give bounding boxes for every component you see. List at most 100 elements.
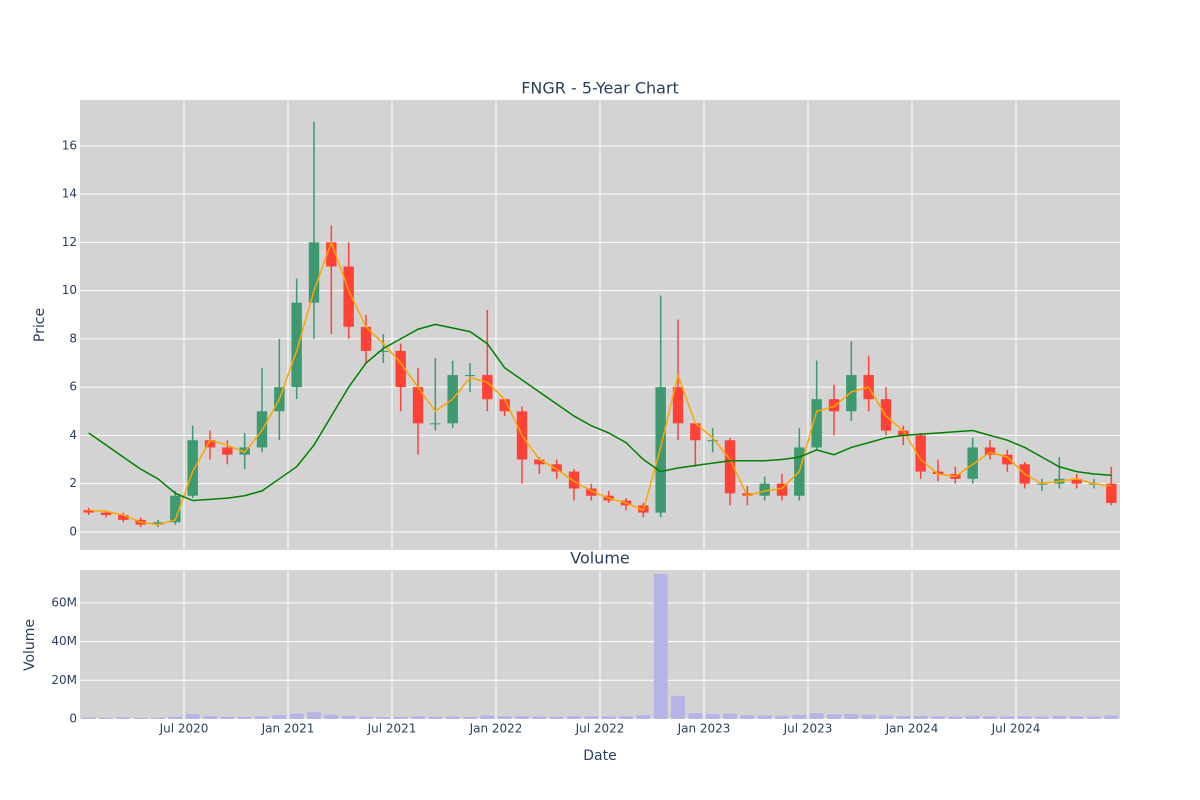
y-tick-label: 4 <box>69 428 77 442</box>
volume-bar <box>653 573 668 719</box>
volume-bar <box>1035 716 1049 719</box>
volume-bar <box>168 716 183 719</box>
y-tick-label: 0 <box>69 524 77 538</box>
y-tick-label: 2 <box>69 476 77 490</box>
volume-bar <box>237 717 252 719</box>
candle-body <box>83 510 94 513</box>
y-tick-label: 14 <box>62 187 77 201</box>
volume-bar <box>1000 716 1015 719</box>
volume-bar <box>255 716 269 719</box>
volume-bar <box>861 714 876 719</box>
volume-bar <box>99 717 113 719</box>
candle-body <box>586 488 597 496</box>
volume-bar <box>740 715 755 719</box>
volume-bar <box>532 716 547 719</box>
candle-body <box>499 399 510 412</box>
candle-body <box>551 464 562 472</box>
volume-bar <box>775 715 789 719</box>
volume-bar <box>272 715 287 719</box>
volume-bar <box>809 713 824 719</box>
volume-bar <box>584 716 599 719</box>
candle-body <box>811 399 822 448</box>
y-tick-label: 40M <box>51 634 77 648</box>
y-tick-label: 0 <box>69 712 77 726</box>
volume-bar <box>844 713 859 719</box>
candle-body <box>932 471 944 474</box>
y-axis-label: Price <box>32 308 48 342</box>
candle-body <box>690 423 701 441</box>
volume-bar <box>81 717 96 719</box>
volume-bar <box>1069 716 1084 719</box>
candle-body <box>118 515 129 520</box>
y-tick-label: 10 <box>62 283 77 297</box>
volume-bar <box>705 714 720 719</box>
candle-body <box>204 440 216 448</box>
candle-body <box>343 266 354 327</box>
volume-bar <box>619 716 633 719</box>
volume-bar <box>116 717 131 719</box>
candle-body <box>482 375 493 400</box>
volume-bar <box>948 716 963 719</box>
candle-body <box>464 375 476 377</box>
x-tick-label: Jul 2022 <box>575 722 625 736</box>
volume-title: Volume <box>570 549 630 568</box>
candle-body <box>187 440 198 496</box>
volume-bar <box>133 717 148 719</box>
volume-bar <box>913 715 928 719</box>
candle-body <box>1106 483 1117 503</box>
volume-bar <box>983 716 997 719</box>
volume-bar <box>1087 716 1101 719</box>
volume-bar <box>480 715 495 719</box>
volume-bar <box>879 715 893 719</box>
x-tick-label: Jul 2023 <box>783 722 833 736</box>
candle-body <box>915 435 926 472</box>
volume-bar <box>549 716 564 719</box>
volume-bar <box>151 717 165 719</box>
moving-average-line <box>88 323 1112 502</box>
volume-bar <box>792 714 807 719</box>
volume-bar <box>896 716 911 719</box>
volume-bar <box>393 716 408 719</box>
y-tick-label: 8 <box>69 331 77 345</box>
y-tick-label: 12 <box>62 235 77 249</box>
volume-bar <box>827 714 841 719</box>
volume-bar <box>463 716 477 719</box>
y-tick-label: 6 <box>69 380 77 394</box>
volume-bar <box>515 716 529 719</box>
candle-body <box>100 512 112 516</box>
candle-body <box>898 430 909 436</box>
volume-bar <box>671 695 685 719</box>
candle-body <box>222 447 233 455</box>
candle-body <box>152 522 164 525</box>
candle-body <box>828 399 840 412</box>
volume-bar <box>411 716 425 719</box>
candle-body <box>170 495 181 523</box>
candle-body <box>412 387 424 424</box>
candle-body <box>360 326 372 351</box>
y-axis-label: Volume <box>22 619 38 671</box>
volume-bar <box>376 717 391 719</box>
candle-body <box>430 423 441 425</box>
volume-bar <box>428 716 443 719</box>
volume-bar <box>757 715 772 719</box>
candle-body <box>378 350 389 352</box>
candle-body <box>291 302 302 388</box>
volume-bar <box>445 716 460 719</box>
volume-bar <box>1017 716 1032 719</box>
x-tick-label: Jul 2024 <box>991 722 1041 736</box>
candle-body <box>1071 478 1082 484</box>
volume-bar <box>341 715 356 719</box>
x-tick-label: Jan 2021 <box>261 722 315 736</box>
x-tick-label: Jan 2024 <box>885 722 939 736</box>
candle-body <box>395 350 406 388</box>
x-axis-label: Date <box>583 748 616 764</box>
candle-body <box>672 387 684 424</box>
volume-bar <box>1104 715 1119 719</box>
volume-bar <box>688 713 703 719</box>
volume-bar <box>359 716 373 719</box>
volume-bar <box>931 716 945 719</box>
candle-body <box>846 375 857 412</box>
volume-bar <box>567 716 581 719</box>
volume-bar <box>289 713 304 719</box>
